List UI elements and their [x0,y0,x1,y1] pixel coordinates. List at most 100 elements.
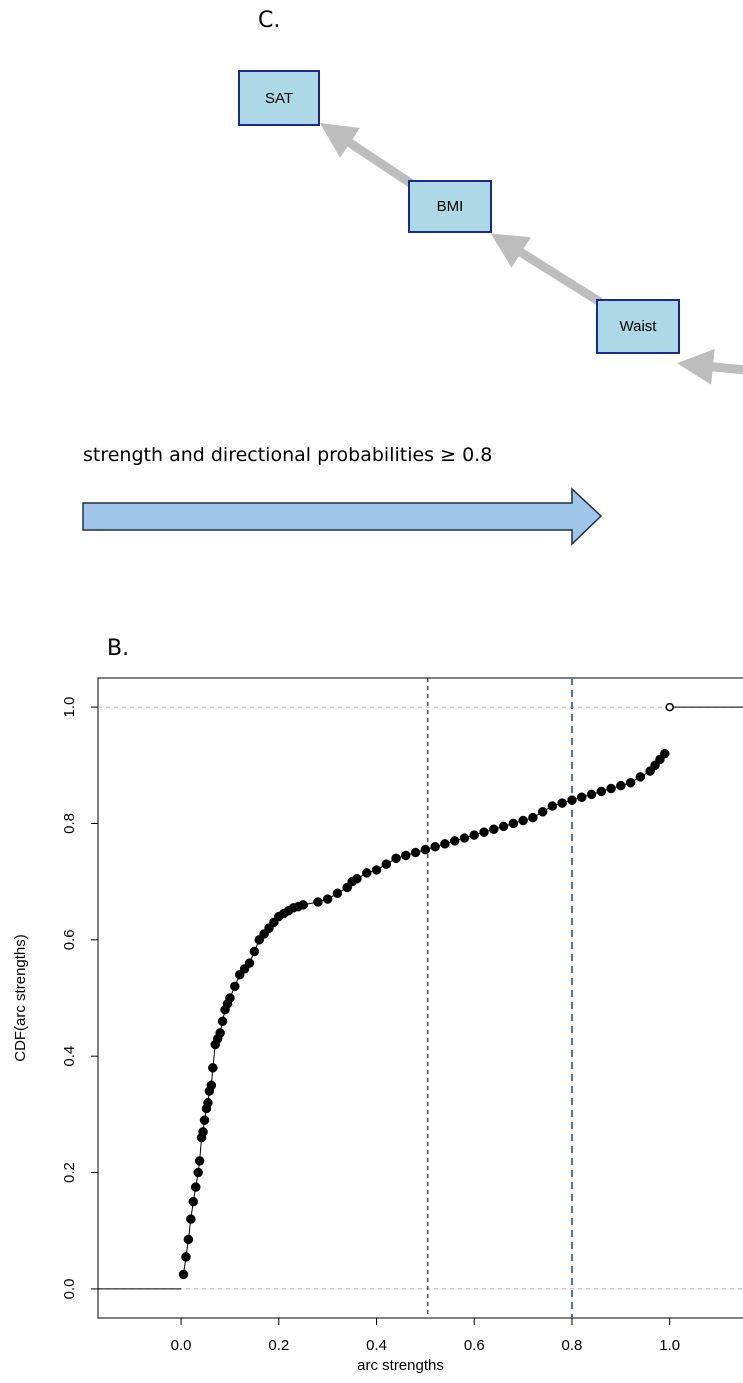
cdf-point [645,766,655,776]
cdf-point [244,958,255,968]
cdf-point [186,1214,196,1224]
cdf-point [479,827,489,837]
arc-bmi-to-sat [319,123,415,188]
arc-waist-to-bmi [490,233,603,306]
x-tick-label: 0.2 [268,1337,289,1354]
cdf-point [259,929,269,939]
cdf-point [210,1039,221,1050]
node-bmi: BMI [408,180,492,233]
cdf-point [650,760,660,771]
cdf-point [181,1252,191,1262]
cdf-point [188,1196,199,1207]
y-tick-label: 0.6 [61,929,78,950]
cdf-point [459,833,470,843]
x-tick-label: 0.0 [171,1337,192,1354]
cdf-point [596,786,607,797]
node-waist: Waist [596,299,680,354]
cdf-point [239,964,250,974]
cdf-point [547,801,558,811]
cdf-point [198,1127,208,1137]
cdf-point [274,911,284,922]
cdf-point [217,1016,228,1027]
node-sat: SAT [238,70,320,126]
y-tick-label: 0.0 [61,1278,78,1299]
y-tick-label: 0.8 [61,813,78,834]
cdf-point [201,1103,212,1114]
x-axis-label: arc strengths [357,1357,444,1374]
cdf-point [203,1097,213,1108]
cdf-point [430,841,440,852]
cdf-point [347,876,357,887]
x-tick-label: 1.0 [659,1337,680,1354]
cdf-point [625,777,636,788]
cdf-point [381,859,392,869]
cdf-point [225,993,235,1003]
cdf-point [586,789,597,800]
cdf-point [420,844,431,855]
cdf-point [508,818,519,829]
cdf-point [283,905,294,916]
cdf-point [293,901,304,912]
cdf-point [660,748,670,759]
cdf-point [288,903,299,913]
x-tick-label: 0.6 [464,1337,485,1354]
cdf-point [498,821,509,832]
panel-c-label: C. [258,8,281,33]
cdf-point [206,1080,217,1091]
y-tick-label: 0.4 [61,1046,78,1067]
cdf-point [352,873,362,884]
arc-offscreen-to-waist [677,348,743,385]
cdf-point [391,853,401,864]
cdf-point [518,815,528,826]
cdf-point [567,795,577,805]
cdf-point [208,1063,218,1073]
cdf-point [249,946,260,957]
cdf-point [313,897,323,907]
cdf-point [371,865,382,875]
plot-frame [97,677,743,1319]
cdf-point [449,836,460,846]
panel-b-label: B. [107,636,130,661]
cdf-point [278,908,289,919]
cdf-point [220,1004,230,1015]
y-tick-label: 0.2 [61,1162,78,1183]
y-axis-label: CDF(arc strengths) [12,934,29,1062]
cdf-point [528,812,538,823]
cdf-point [234,969,245,980]
cdf-point [616,780,626,791]
cdf-point [440,839,450,849]
cdf-point [322,894,333,904]
cdf-point [655,754,665,765]
cdf-point [190,1182,201,1192]
cdf-point [269,917,279,928]
cdf-point-final [665,702,674,712]
cdf-point [342,882,352,893]
cdf-point [469,830,479,840]
cdf-line [183,753,666,1275]
cdf-point [183,1234,194,1245]
cdf-point [606,783,616,794]
cdf-point [577,792,587,803]
x-tick-label: 0.8 [562,1337,583,1354]
cdf-point [230,981,240,992]
cdf-point [401,850,411,861]
cdf-point [537,807,548,817]
cdf-point [178,1269,189,1280]
cdf-point [264,923,274,933]
cdf-point [215,1028,225,1038]
legend-text: strength and directional probabilities ≥… [83,444,493,466]
cdf-point [489,824,499,835]
cdf-point [199,1115,210,1125]
cdf-point [212,1033,223,1044]
cdf-point [332,888,343,899]
network-arcs [82,123,743,546]
cdf-point [557,798,567,808]
legend-arrow [82,487,603,546]
cdf-point [204,1086,215,1096]
cdf-point [635,772,646,782]
cdf-point [362,868,372,878]
cdf-point [254,935,264,945]
cdf-point [194,1156,205,1166]
cdf-point [298,900,308,910]
y-tick-label: 1.0 [61,697,78,718]
